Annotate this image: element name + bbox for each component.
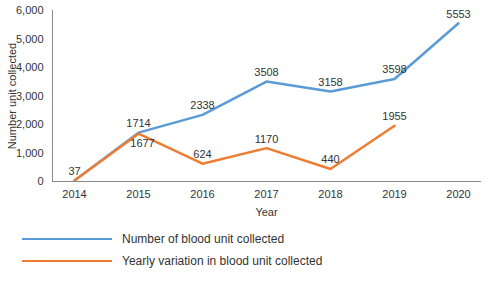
svg-text:Year: Year bbox=[255, 206, 278, 218]
svg-text:2015: 2015 bbox=[126, 188, 150, 200]
svg-text:2016: 2016 bbox=[190, 188, 214, 200]
svg-text:3158: 3158 bbox=[318, 76, 342, 88]
svg-text:1,000: 1,000 bbox=[16, 147, 44, 159]
svg-text:1714: 1714 bbox=[126, 117, 150, 129]
svg-text:0: 0 bbox=[37, 175, 43, 187]
svg-text:4,000: 4,000 bbox=[16, 61, 44, 73]
svg-text:1170: 1170 bbox=[255, 133, 279, 145]
svg-text:37: 37 bbox=[68, 165, 80, 177]
svg-text:2014: 2014 bbox=[62, 188, 86, 200]
svg-text:3598: 3598 bbox=[382, 63, 406, 75]
svg-text:6,000: 6,000 bbox=[16, 4, 44, 16]
svg-text:2020: 2020 bbox=[446, 188, 470, 200]
svg-text:2,000: 2,000 bbox=[16, 118, 44, 130]
svg-text:Number unit collected: Number unit collected bbox=[6, 43, 18, 149]
svg-text:1955: 1955 bbox=[382, 110, 406, 122]
html-text:Number of blood unit collected: Number of blood unit collected bbox=[122, 232, 285, 246]
html-text:Yearly variation in blood unit: Yearly variation in blood unit collected bbox=[122, 254, 323, 268]
svg-text:2019: 2019 bbox=[382, 188, 406, 200]
svg-text:2017: 2017 bbox=[254, 188, 278, 200]
svg-text:5553: 5553 bbox=[446, 8, 470, 20]
svg-text:3508: 3508 bbox=[254, 66, 278, 78]
svg-text:624: 624 bbox=[193, 148, 211, 160]
svg-text:3,000: 3,000 bbox=[16, 90, 44, 102]
svg-text:1677: 1677 bbox=[130, 137, 154, 149]
svg-text:440: 440 bbox=[321, 153, 339, 165]
svg-text:5,000: 5,000 bbox=[16, 33, 44, 45]
svg-text:2018: 2018 bbox=[318, 188, 342, 200]
svg-text:2338: 2338 bbox=[190, 99, 214, 111]
